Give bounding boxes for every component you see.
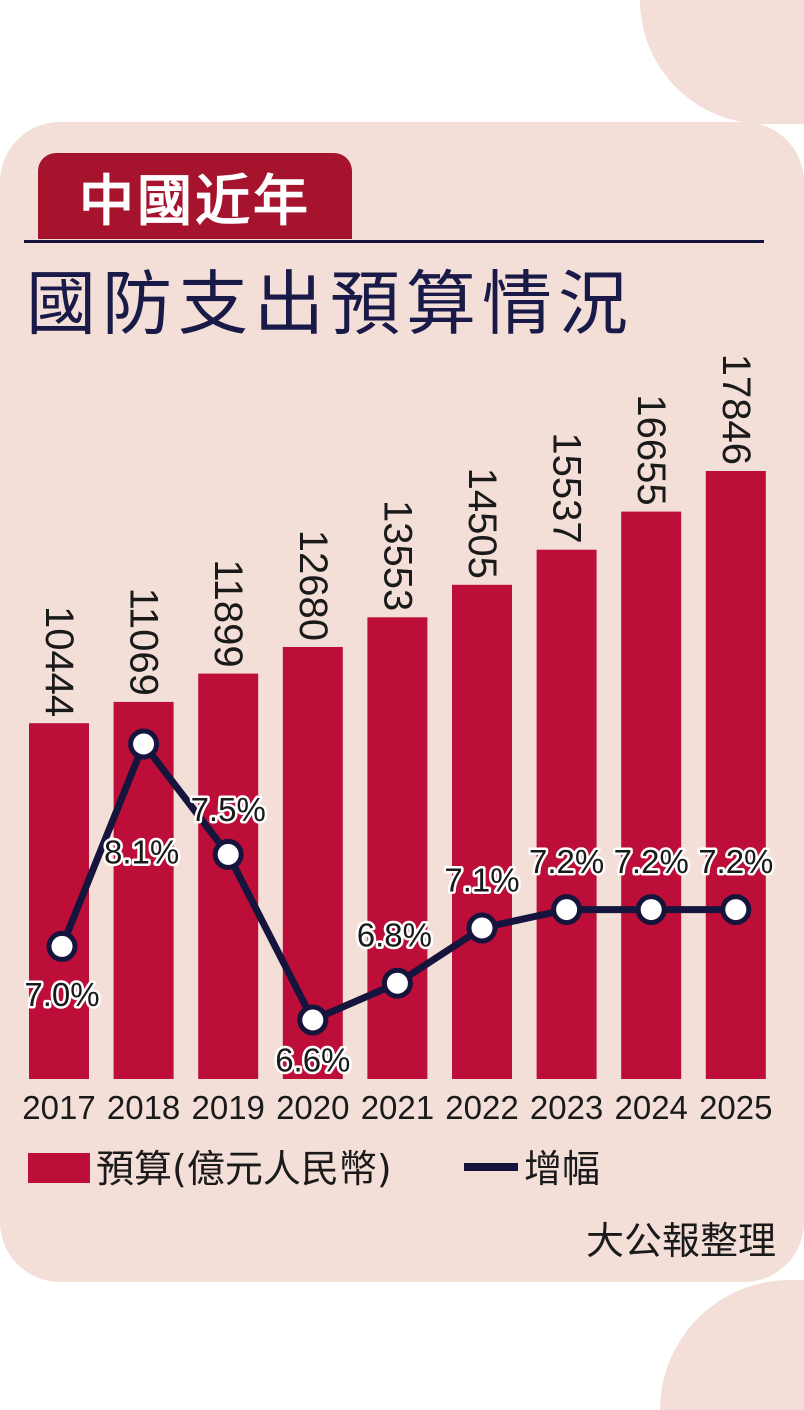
legend-budget-label: 預算(億元人民幣) — [96, 1147, 392, 1191]
x-tick-label-2025: 2025 — [699, 1089, 772, 1126]
x-tick-label-2020: 2020 — [276, 1089, 349, 1126]
growth-label-2020: 6.6% — [275, 1042, 350, 1079]
growth-marker-2022 — [466, 912, 498, 944]
legend-growth-swatch — [464, 1163, 518, 1171]
chart-title: 國防支出預算情況 — [26, 263, 634, 345]
source-credit: 大公報整理 — [585, 1219, 776, 1263]
growth-label-2017: 7.0% — [24, 976, 99, 1013]
growth-marker-2021 — [381, 967, 413, 999]
bar-value-label-2017: 10444 — [37, 606, 81, 717]
bar-2021 — [367, 617, 428, 1079]
x-tick-label-2022: 2022 — [445, 1089, 518, 1126]
growth-marker-2024 — [635, 894, 667, 926]
bar-2025 — [705, 471, 766, 1079]
growth-label-2018: 8.1% — [104, 834, 179, 871]
x-tick-label-2024: 2024 — [614, 1089, 687, 1126]
growth-marker-2019 — [212, 838, 244, 870]
x-tick-label-2018: 2018 — [107, 1089, 180, 1126]
bar-value-label-2018: 11069 — [122, 588, 166, 696]
bar-value-label-2019: 11899 — [206, 559, 250, 667]
bar-value-label-2025: 17846 — [714, 354, 758, 465]
title-divider — [24, 240, 764, 243]
growth-label-2021: 6.8% — [357, 917, 432, 954]
growth-marker-2018 — [128, 728, 160, 760]
growth-label-2019: 7.5% — [191, 791, 266, 828]
growth-label-2022: 7.1% — [444, 862, 519, 899]
bar-2022 — [452, 584, 512, 1079]
bar-2024 — [621, 511, 682, 1080]
x-tick-label-2023: 2023 — [530, 1089, 603, 1126]
bar-2023 — [536, 549, 597, 1079]
bar-2019 — [198, 673, 259, 1079]
growth-label-2025: 7.2% — [698, 843, 773, 880]
bar-value-label-2022: 14505 — [460, 468, 504, 579]
header-tag: 中國近年 — [38, 153, 352, 239]
growth-marker-2017 — [46, 930, 78, 962]
growth-marker-2025 — [720, 894, 752, 926]
growth-label-2023: 7.2% — [529, 843, 604, 880]
bar-value-label-2020: 12680 — [291, 530, 335, 641]
growth-label-2024: 7.2% — [614, 843, 689, 880]
bar-value-label-2023: 15537 — [545, 432, 589, 543]
x-tick-label-2017: 2017 — [22, 1089, 95, 1126]
x-tick-label-2021: 2021 — [361, 1089, 434, 1126]
legend-growth-label: 增幅 — [524, 1147, 601, 1191]
growth-marker-2023 — [551, 894, 583, 926]
legend-budget-swatch — [28, 1153, 90, 1183]
bar-value-label-2021: 13553 — [375, 500, 419, 611]
x-tick-label-2019: 2019 — [191, 1089, 264, 1126]
growth-marker-2020 — [297, 1004, 329, 1036]
bar-value-label-2024: 16655 — [629, 394, 673, 505]
